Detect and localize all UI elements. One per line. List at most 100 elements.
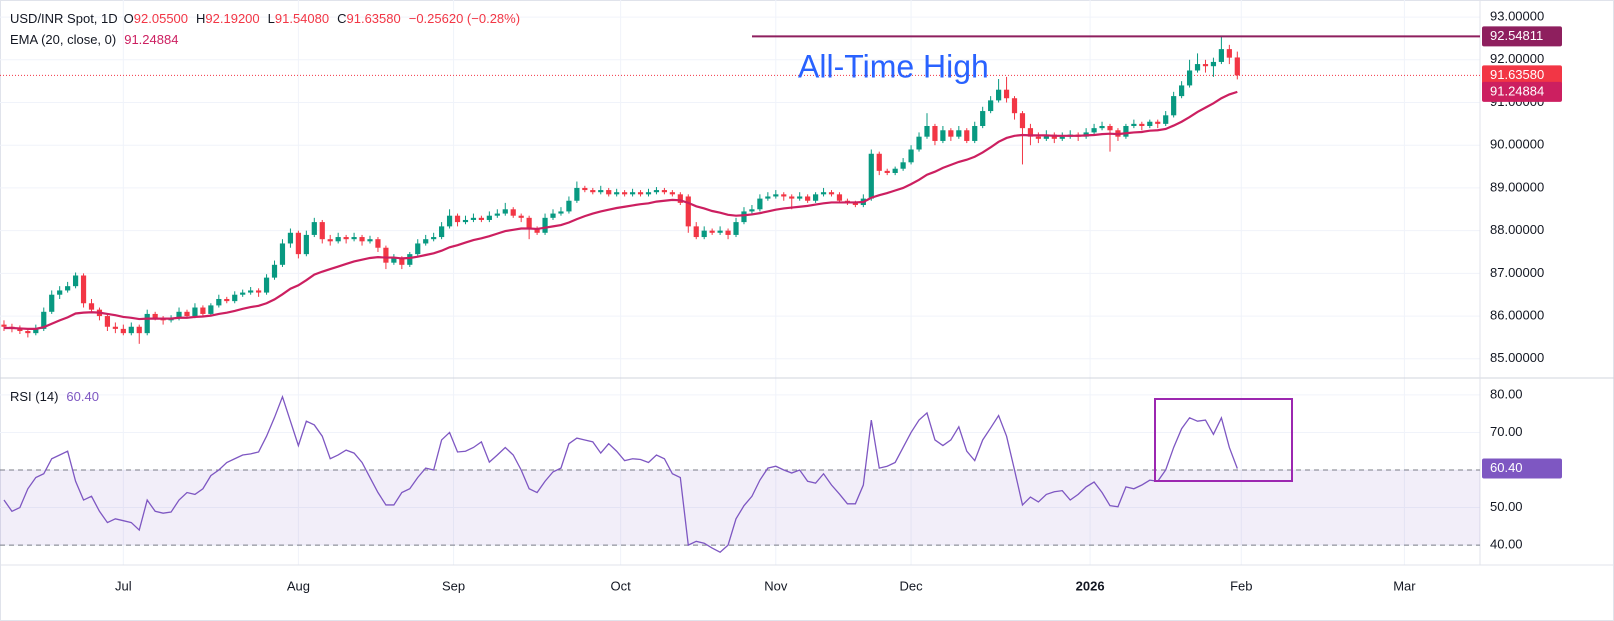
y-tick-label: 86.00000	[1490, 308, 1544, 323]
y-tick-label: 50.00	[1490, 499, 1523, 514]
candle-body	[1099, 126, 1105, 129]
candle-body	[295, 232, 301, 255]
candle-body	[343, 237, 349, 240]
candle-body	[184, 311, 190, 317]
candle-body	[486, 215, 492, 220]
candle-body	[757, 198, 763, 210]
candle-body	[415, 243, 421, 255]
candle-body	[232, 294, 238, 302]
candle-body	[470, 217, 477, 220]
candle-body	[797, 196, 803, 199]
candle-body	[932, 126, 938, 141]
candle-body	[542, 217, 548, 233]
legend-rsi: RSI (14) 60.40	[10, 389, 99, 404]
candle-body	[224, 298, 230, 302]
candle-body	[717, 230, 723, 233]
candle-body	[884, 170, 890, 173]
candle-body	[1210, 61, 1217, 67]
x-tick-label: Feb	[1230, 578, 1252, 593]
candle-body	[462, 219, 469, 223]
candle-body	[988, 100, 994, 112]
y-tick-label: 70.00	[1490, 424, 1523, 439]
ohlc-value: 91.63580	[347, 11, 401, 26]
y-tick-label: 89.00000	[1490, 179, 1544, 194]
candle-body	[25, 331, 31, 334]
candle-body	[805, 196, 811, 201]
candle-body	[900, 162, 906, 169]
candle-body	[916, 136, 922, 150]
candle-body	[1234, 57, 1240, 76]
candle-body	[1035, 136, 1041, 139]
candle-body	[263, 277, 270, 293]
x-tick-label: Mar	[1393, 578, 1416, 593]
candle-body	[502, 209, 508, 214]
price-box	[1482, 65, 1562, 86]
candle-body	[57, 290, 63, 295]
rsi-value: 60.40	[66, 389, 99, 404]
candle-body	[311, 222, 317, 235]
candle-body	[136, 326, 142, 334]
candle-body	[980, 111, 986, 126]
y-tick-label: 80.00	[1490, 386, 1523, 401]
rsi-name: RSI (14)	[10, 389, 58, 404]
x-tick-label: Aug	[287, 578, 310, 593]
candle-body	[1003, 89, 1010, 99]
candle-body	[1226, 49, 1232, 58]
candle-body	[868, 153, 874, 199]
candle-body	[1091, 128, 1097, 133]
candle-body	[120, 328, 126, 334]
candle-body	[590, 190, 596, 193]
candle-body	[359, 237, 365, 242]
candle-body	[685, 196, 691, 227]
candle-body	[725, 230, 731, 235]
candle-body	[1218, 49, 1224, 62]
candle-body	[1179, 85, 1185, 97]
candle-body	[645, 192, 652, 195]
candle-body	[940, 130, 946, 141]
candle-body	[606, 190, 612, 195]
candle-body	[1171, 96, 1177, 116]
candle-body	[1059, 136, 1065, 139]
candle-body	[287, 232, 294, 244]
candle-body	[558, 211, 564, 214]
ohlc-key: O	[124, 11, 134, 26]
ohlc-key: H	[196, 11, 205, 26]
legend-ema: EMA (20, close, 0) 91.24884	[10, 32, 178, 47]
candle-body	[653, 190, 660, 193]
candle-body	[709, 230, 715, 233]
candle-body	[399, 258, 405, 265]
ema-line	[3, 90, 1238, 330]
x-tick-label: Sep	[442, 578, 465, 593]
candle-body	[876, 153, 882, 171]
candle-body	[367, 239, 373, 242]
candle-body	[733, 222, 739, 235]
candle-body	[335, 237, 341, 242]
change: −0.25620 (−0.28%)	[409, 11, 520, 26]
candle-body	[128, 326, 134, 334]
candle-body	[781, 194, 787, 197]
candle-body	[208, 305, 214, 314]
candle-body	[1043, 134, 1049, 139]
candle-body	[176, 311, 182, 319]
candle-body	[200, 307, 206, 314]
candle-body	[852, 202, 858, 206]
candle-body	[765, 196, 771, 199]
candle-body	[701, 230, 707, 238]
candle-body	[789, 196, 795, 199]
y-tick-label: 93.00000	[1490, 9, 1544, 24]
candle-body	[319, 222, 325, 240]
candle-body	[431, 237, 437, 240]
annotation: All-Time High	[798, 48, 989, 84]
ath-box	[1482, 26, 1562, 47]
candle-body	[279, 243, 286, 265]
candle-body	[1163, 115, 1169, 124]
candle-body	[1186, 70, 1193, 86]
candle-body	[582, 187, 588, 191]
candle-body	[41, 311, 47, 329]
candle-body	[112, 326, 118, 329]
x-tick-label: 2026	[1076, 578, 1105, 593]
candle-body	[248, 290, 254, 293]
candle-body	[534, 228, 540, 233]
candle-body	[828, 192, 835, 195]
